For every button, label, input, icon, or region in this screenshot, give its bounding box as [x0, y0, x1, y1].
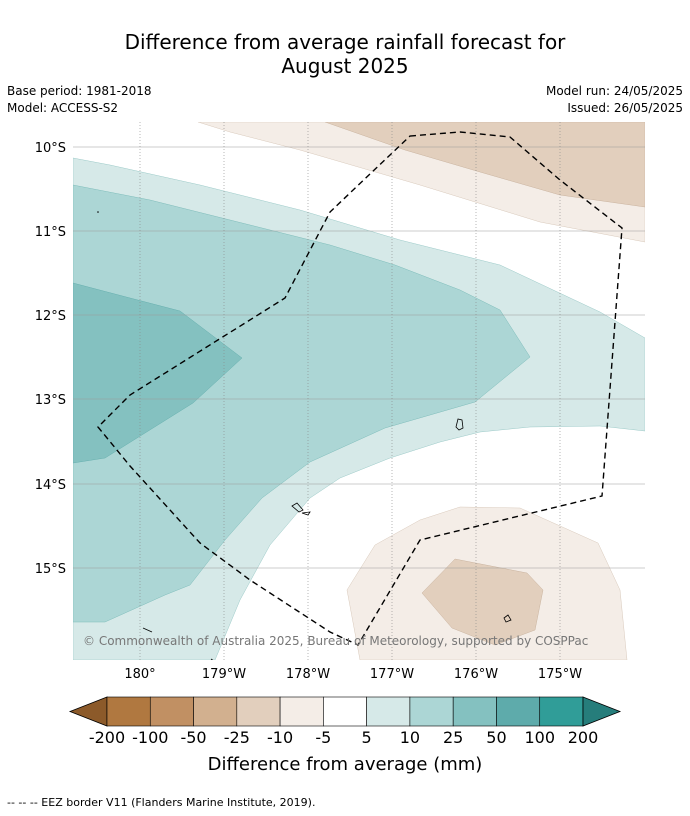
colorbar-cell — [496, 696, 541, 727]
colorbar-tick-label: -50 — [180, 728, 206, 747]
eez-border — [97, 131, 623, 646]
model-name: Model: ACCESS-S2 — [7, 101, 119, 115]
title-line-2: August 2025 — [281, 54, 409, 78]
lon-label: 180° — [124, 667, 155, 682]
meta-left: Base period: 1981-2018 Model: ACCESS-S2 — [7, 83, 152, 117]
colorbar-cell — [323, 696, 367, 727]
lon-label: 176°W — [454, 667, 498, 682]
title-line-1: Difference from average rainfall forecas… — [124, 30, 566, 54]
issued-date: Issued: 26/05/2025 — [567, 101, 683, 115]
lat-label: 12°S — [35, 309, 66, 324]
colorbar-cells — [68, 696, 622, 727]
lon-label: 175°W — [538, 667, 582, 682]
colorbar-tick-label: -10 — [267, 728, 293, 747]
island-3 — [301, 511, 311, 516]
colorbar-tick-label: 50 — [486, 728, 506, 747]
colorbar-cell — [149, 696, 194, 727]
colorbar-tick-label: -200 — [89, 728, 125, 747]
lon-label: 177°W — [370, 667, 414, 682]
colorbar-label: Difference from average (mm) — [208, 754, 483, 775]
colorbar-cell — [193, 696, 238, 727]
lat-label: 10°S — [35, 141, 66, 156]
map-title: Difference from average rainfall forecas… — [0, 30, 690, 78]
lon-labels: 180° 179°W 178°W 177°W 176°W 175°W — [124, 667, 582, 682]
colorbar-cell — [106, 696, 151, 727]
colorbar-cell — [409, 696, 454, 727]
colorbar-cell — [366, 696, 411, 727]
colorbar-extend-high — [582, 696, 622, 727]
copyright-text: © Commonwealth of Australia 2025, Bureau… — [83, 634, 588, 648]
contour-wet-10-25 — [73, 184, 531, 623]
colorbar-cell — [539, 696, 584, 727]
colorbar-tick-labels: -200 -100 -50 -25 -10 -5 5 10 25 50 100 200 — [89, 728, 598, 747]
lat-label: 13°S — [35, 393, 66, 408]
island-2 — [291, 502, 304, 513]
colorbar: -200 -100 -50 -25 -10 -5 5 10 25 50 100 200 Differe… — [68, 696, 622, 775]
base-period: Base period: 1981-2018 — [7, 84, 152, 98]
colorbar-cell — [279, 696, 324, 727]
contour-wet-25-50 — [73, 282, 243, 464]
island-1 — [455, 418, 464, 431]
island-4 — [503, 614, 512, 623]
island-5 — [142, 627, 153, 633]
colorbar-extend-low — [68, 696, 108, 727]
model-run: Model run: 24/05/2025 — [545, 84, 683, 98]
colorbar-tick-label: 25 — [443, 728, 463, 747]
lat-label: 15°S — [35, 562, 66, 577]
lat-label: 14°S — [35, 478, 66, 493]
lat-gridlines — [73, 146, 645, 569]
lon-label: 178°W — [286, 667, 330, 682]
colorbar-tick-label: -25 — [224, 728, 250, 747]
meta-right: Model run: 24/05/2025 Issued: 26/05/2025 — [546, 83, 683, 117]
lat-label: 11°S — [35, 225, 66, 240]
colorbar-tick-label: 100 — [524, 728, 555, 747]
lon-label: 179°W — [202, 667, 246, 682]
footnote: -- -- -- EEZ border V11 (Flanders Marine… — [7, 796, 316, 809]
colorbar-cell — [452, 696, 497, 727]
colorbar-tick-label: 10 — [400, 728, 420, 747]
map: 10°S 11°S 12°S 13°S 14°S 15°S 180° 179°W… — [35, 122, 645, 682]
colorbar-tick-label: 5 — [362, 728, 372, 747]
island-6 — [210, 658, 214, 660]
contour-dry-mid-south — [421, 558, 544, 646]
rainfall-contours — [73, 122, 645, 660]
colorbar-tick-label: 200 — [568, 728, 599, 747]
colorbar-tick-label: -5 — [315, 728, 331, 747]
colorbar-tick-label: -100 — [132, 728, 168, 747]
colorbar-cell — [236, 696, 281, 727]
island-7 — [97, 211, 99, 213]
lat-labels: 10°S 11°S 12°S 13°S 14°S 15°S — [35, 141, 66, 577]
